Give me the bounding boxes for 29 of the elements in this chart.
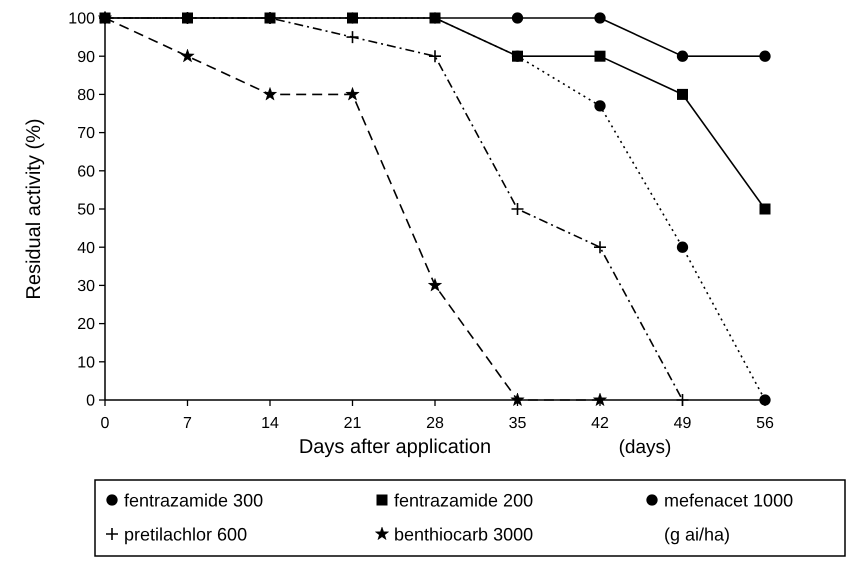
y-tick-label: 20 — [77, 316, 96, 334]
x-axis-title: Days after application — [298, 436, 492, 458]
legend-title: (g ai/ha) — [664, 524, 730, 544]
y-tick-label: 10 — [77, 354, 96, 372]
x-tick-label: 21 — [344, 415, 362, 432]
x-tick-label: 0 — [100, 415, 110, 432]
y-tick-label: 40 — [77, 240, 96, 257]
x-tick-label: 14 — [261, 415, 279, 432]
x-tick-label: 35 — [508, 415, 526, 432]
y-tick-label: 0 — [86, 392, 96, 410]
y-tick-label: 60 — [77, 163, 96, 180]
legend-label: fentrazamide 200 — [394, 490, 534, 510]
y-tick-label: 80 — [77, 87, 96, 104]
legend-label: benthiocarb 3000 — [394, 524, 534, 544]
legend-label: mefenacet 1000 — [664, 490, 794, 510]
y-tick-label: 30 — [77, 278, 96, 295]
legend-label: fentrazamide 300 — [124, 490, 264, 510]
x-tick-label: 7 — [183, 415, 192, 432]
x-tick-label: 56 — [756, 415, 774, 432]
y-tick-label: 100 — [68, 10, 96, 28]
x-tick-label: 42 — [591, 415, 609, 432]
x-tick-label: 28 — [426, 415, 444, 432]
y-tick-label: 90 — [77, 48, 96, 66]
text: (days) — [618, 437, 672, 458]
y-axis-title: Residual activity (%) — [23, 118, 45, 300]
y-tick-label: 50 — [77, 202, 96, 219]
x-tick-label: 49 — [674, 415, 692, 432]
legend-label: pretilachlor 600 — [124, 524, 248, 544]
y-tick-label: 70 — [77, 125, 96, 142]
